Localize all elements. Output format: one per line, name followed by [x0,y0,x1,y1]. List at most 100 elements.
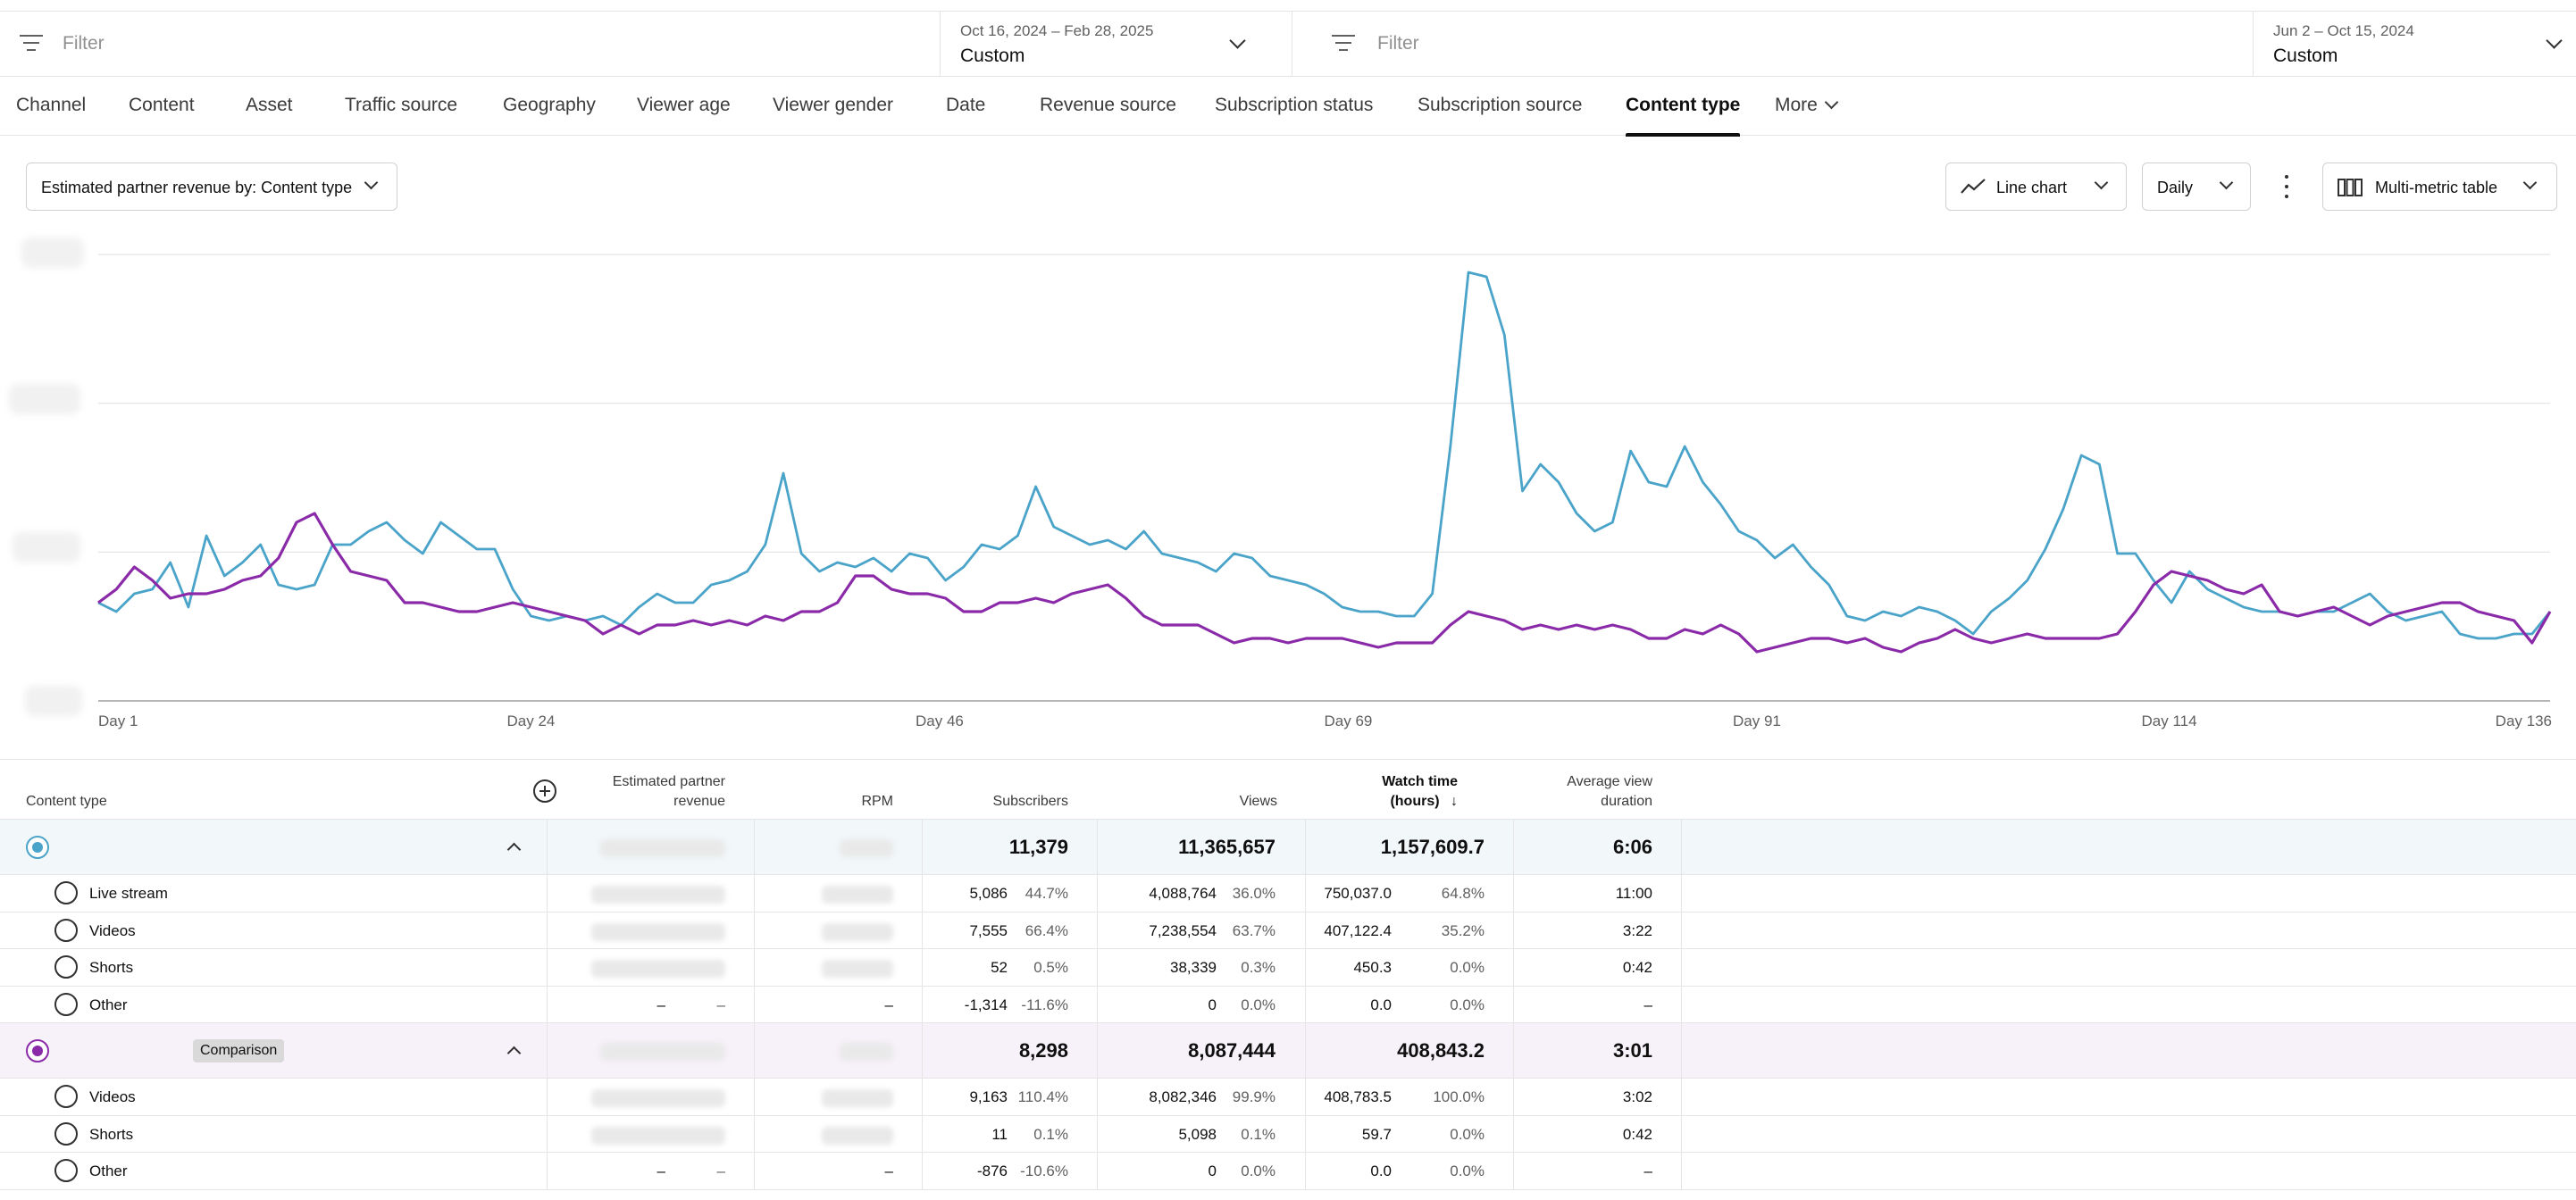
chart-type-select[interactable]: Line chart [1945,162,2127,211]
filter-right[interactable]: Filter [1292,12,2253,76]
collapse-chevron-icon[interactable] [506,1046,522,1061]
avg-view-duration-value: 11:00 [1615,885,1652,902]
column-divider [1305,1079,1306,1116]
metric-select[interactable]: Estimated partner revenue by: Content ty… [26,162,397,211]
tab-subscription-source[interactable]: Subscription source [1418,95,1583,115]
total-views: 11,365,657 [1178,836,1275,858]
header-rpm[interactable]: RPM [861,794,893,809]
row-content-type: Videos [89,1088,136,1105]
table-row[interactable]: Live stream 5,086 44.7% 4,088,764 36.0% 750,0… [0,875,2576,912]
total-subscribers: 8,298 [1018,1039,1068,1062]
tab-asset[interactable]: Asset [246,95,293,115]
table-columns-icon [2338,179,2363,196]
series-radio[interactable] [54,1121,78,1146]
tab-subscription-status[interactable]: Subscription status [1215,95,1374,115]
total-avg-view-duration: 3:01 [1612,1039,1652,1062]
tab-content[interactable]: Content [129,95,195,115]
revenue-value: – [657,1162,665,1179]
views-pct: 36.0% [1232,885,1275,902]
metric-select-label: Estimated partner revenue by: Content ty… [41,179,353,196]
tab-viewer-age[interactable]: Viewer age [637,95,731,115]
column-divider [1681,986,1682,1023]
series-radio[interactable] [54,1085,78,1108]
filter-icon [1332,35,1355,53]
column-divider [1097,875,1098,912]
header-revenue[interactable]: Estimated partner revenue [547,772,725,812]
views-value: 4,088,764 [1149,885,1217,902]
granularity-select[interactable]: Daily [2142,162,2251,211]
table-type-select[interactable]: Multi-metric table [2322,162,2557,211]
x-tick-label: Day 1 [98,712,138,729]
avg-view-duration-value: 0:42 [1622,1125,1652,1143]
header-revenue-line1: Estimated partner [612,774,725,789]
tab-content-type[interactable]: Content type [1626,77,1741,137]
x-tick-label: Day 69 [1325,712,1373,729]
header-views[interactable]: Views [1239,794,1277,809]
table-row[interactable]: Videos 9,163 110.4% 8,082,346 99.9% 408,783.5… [0,1079,2576,1116]
subscribers-pct: 44.7% [1025,885,1068,902]
add-metric-icon[interactable] [533,779,556,803]
tab-more[interactable]: More [1775,77,1839,136]
row-content-type: Other [89,996,128,1013]
tab-date[interactable]: Date [946,95,986,115]
subscribers-value: -1,314 [964,996,1008,1013]
views-pct: 0.3% [1241,959,1275,976]
series-radio[interactable] [54,881,78,904]
group-total-row[interactable]: 11,379 11,365,657 1,157,609.7 6:06 [0,820,2576,875]
header-revenue-line2: revenue [673,794,725,809]
total-views: 8,087,444 [1188,1039,1275,1062]
subscribers-pct: 0.5% [1033,959,1068,976]
column-divider [1513,1079,1514,1116]
filter-left[interactable]: Filter [0,12,940,76]
group-total-row[interactable]: Comparison 8,298 8,087,444 408,843.2 3:01 [0,1023,2576,1079]
header-content-type[interactable]: Content type [26,794,107,809]
filter-input[interactable]: Filter [63,33,105,54]
x-tick-label: Day 24 [507,712,556,729]
tab-geography[interactable]: Geography [503,95,596,115]
series-radio-selected[interactable] [26,1039,49,1062]
column-divider [922,912,923,949]
column-divider [1513,949,1514,987]
table-row[interactable]: Shorts 52 0.5% 38,339 0.3% 450.3 0.0% 0:42 [0,949,2576,987]
series-radio[interactable] [54,992,78,1016]
date-picker-comparison[interactable]: Jun 2 – Oct 15, 2024 Custom [2254,12,2576,76]
header-watch-time[interactable]: Watch time (hours) ↓ [1304,772,1458,812]
table-row[interactable]: Shorts 11 0.1% 5,098 0.1% 59.7 0.0% 0:42 [0,1115,2576,1153]
column-divider [547,1023,548,1079]
table-row[interactable]: Videos 7,555 66.4% 7,238,554 63.7% 407,122.4 3… [0,912,2576,949]
watch-time-value: 408,783.5 [1324,1088,1392,1105]
chevron-down-icon [1824,95,1839,110]
column-divider [547,820,548,875]
date-range-label: Jun 2 – Oct 15, 2024 [2273,22,2414,39]
table-row[interactable]: Other – – – -876 -10.6% 0 0.0% 0.0 0.0% – [0,1153,2576,1190]
filter-input[interactable]: Filter [1377,33,1419,54]
y-axis-label-hidden [21,238,84,268]
table-row[interactable]: Other – – – -1,314 -11.6% 0 0.0% 0.0 0.0% – [0,986,2576,1023]
column-divider [922,1079,923,1116]
collapse-chevron-icon[interactable] [506,842,522,857]
series-radio[interactable] [54,918,78,942]
date-picker-primary[interactable]: Oct 16, 2024 – Feb 28, 2025 Custom [941,12,1292,76]
revenue-pct: – [716,1162,725,1179]
views-pct: 0.1% [1241,1125,1275,1143]
header-avd-line2: duration [1601,794,1652,809]
tab-traffic-source[interactable]: Traffic source [345,95,458,115]
column-divider [1305,986,1306,1023]
column-divider [1681,875,1682,912]
column-divider [1097,949,1098,987]
tab-channel[interactable]: Channel [16,95,87,115]
more-options-icon[interactable] [2285,175,2288,198]
column-divider [922,1153,923,1190]
series-radio[interactable] [54,955,78,979]
divider [2253,12,2254,76]
header-subscribers[interactable]: Subscribers [992,794,1068,809]
hidden-rpm-value [840,839,893,857]
tab-revenue-source[interactable]: Revenue source [1040,95,1176,115]
series-radio[interactable] [54,1159,78,1182]
tab-viewer-gender[interactable]: Viewer gender [773,95,894,115]
subscribers-value: -876 [976,1162,1008,1179]
series-radio-selected[interactable] [26,836,49,859]
watch-time-value: 59.7 [1361,1125,1392,1143]
header-avd[interactable]: Average view duration [1518,772,1652,812]
watch-time-value: 450.3 [1353,959,1392,976]
